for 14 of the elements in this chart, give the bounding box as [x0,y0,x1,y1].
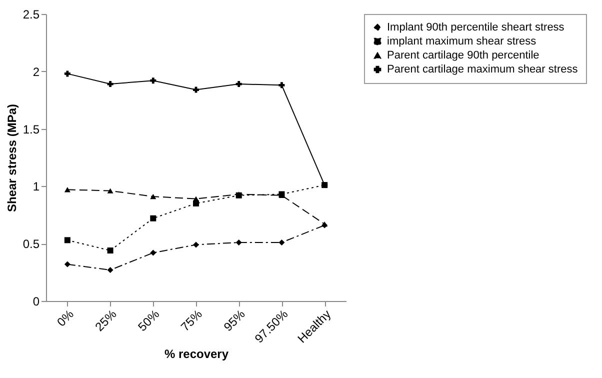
y-tick-label: 1 [32,180,40,194]
legend-label: implant maximum shear stress [387,36,537,48]
x-tick-label: 0% [54,306,77,330]
y-axis-title: Shear stress (MPa) [4,104,19,212]
y-tick-label: 0 [32,294,40,308]
x-tick-label: 75% [178,306,206,334]
legend-label: Parent cartilage 90th percentile [387,50,540,62]
y-tick-label: 2 [32,64,40,79]
x-axis-title: % recovery [164,347,229,362]
y-tick-label: 1.5 [22,122,40,136]
legend-label: Parent cartilage maximum shear stress [387,64,578,76]
legend-label: Implant 90th percentile sheart stress [387,22,565,34]
y-tick-label: 2.5 [22,8,40,22]
y-tick-label: 0.5 [22,237,40,252]
